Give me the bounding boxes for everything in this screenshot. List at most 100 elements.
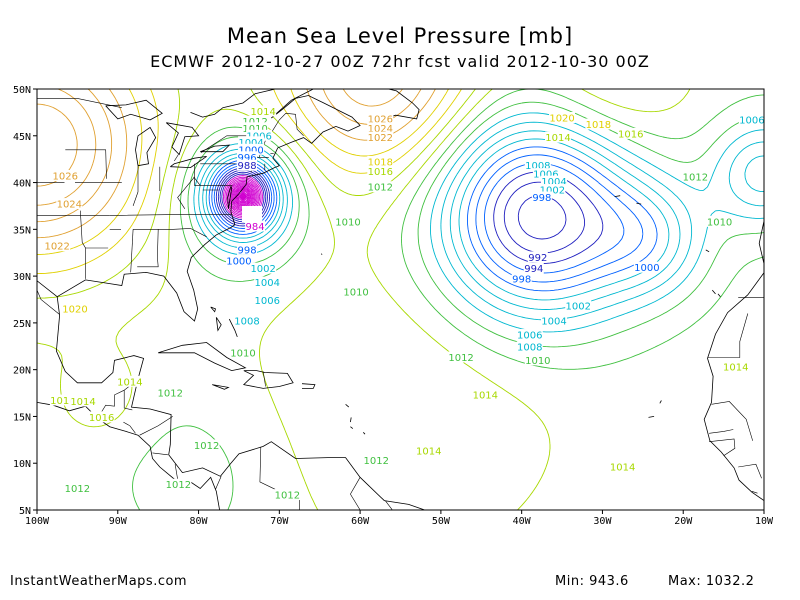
contour-label: 1014 [416, 447, 441, 458]
political-border [177, 176, 195, 209]
min-label: Min: [555, 574, 585, 589]
x-tick-label: 10W [755, 516, 774, 527]
contour-label: 1014 [473, 390, 498, 401]
contour-label: 1004 [541, 177, 566, 188]
contour-label-bg [524, 354, 551, 366]
contour-label-bg [88, 411, 115, 423]
y-tick-label: 25N [13, 319, 31, 330]
contour-label: 1012 [275, 491, 300, 502]
coastline [215, 317, 222, 332]
contour-label: 1006 [739, 115, 764, 126]
political-border [109, 214, 232, 216]
contour-label-bg [549, 112, 576, 124]
contour-label-bg [64, 482, 91, 494]
contour-label-bg [237, 243, 258, 255]
map-subtitle: ECMWF 2012-10-27 00Z 72hr fcst valid 201… [150, 52, 650, 71]
contour-label: 1012 [158, 389, 183, 400]
coastline [350, 417, 352, 423]
max-pressure: Max: 1032.2 [668, 574, 755, 589]
x-tick-label: 20W [674, 516, 693, 527]
site-credit[interactable]: InstantWeatherMaps.com [10, 574, 188, 589]
coastline [345, 403, 350, 408]
political-border [262, 371, 266, 387]
coastline [212, 384, 230, 390]
coastline [703, 220, 764, 501]
contour-label-bg [193, 439, 220, 451]
y-tick-label: 35N [13, 225, 31, 236]
contour-label-bg [585, 118, 612, 130]
coastline [190, 89, 276, 118]
contour-label-bg [56, 198, 83, 210]
political-border [37, 289, 60, 315]
contour-label-bg [472, 388, 499, 400]
contour-label: 1006 [517, 331, 542, 342]
coastline [165, 122, 200, 156]
contour-label: 1020 [549, 114, 574, 125]
isobar-952 [240, 193, 246, 200]
isobar-954 [239, 192, 247, 201]
coastline [659, 400, 662, 404]
contour-label: 1022 [368, 133, 393, 144]
contour-label-bg [540, 315, 567, 327]
contour-label-bg [237, 159, 258, 171]
isobar-1014 [37, 89, 691, 510]
contour-label-bg [49, 394, 76, 406]
contour-label: 1014 [250, 107, 275, 118]
contour-label: 1012 [448, 353, 473, 364]
coastline [705, 249, 710, 253]
political-border [738, 463, 762, 479]
contour-label-bg [165, 478, 192, 490]
x-tick-label: 40W [513, 516, 532, 527]
political-border [132, 165, 139, 206]
political-border [350, 477, 361, 510]
coastlines [37, 89, 764, 510]
contour-label-bg [245, 220, 266, 232]
contour-label: 1000 [634, 263, 659, 274]
coastline [648, 416, 655, 418]
contour-label-bg [70, 395, 97, 407]
contour-label: 1016 [50, 396, 75, 407]
contour-label: 1002 [250, 264, 275, 275]
political-border [709, 429, 734, 434]
contour-label-bg [274, 489, 301, 501]
contour-label: 1014 [610, 462, 635, 473]
contour-label: 1024 [368, 124, 393, 135]
contour-label-bg [527, 251, 548, 263]
contour-label-bg [531, 191, 552, 203]
political-border [123, 390, 133, 411]
contour-label: 1008 [525, 161, 550, 172]
contour-label: 994 [524, 264, 543, 275]
political-border [215, 476, 222, 490]
contour-label: 1026 [368, 114, 393, 125]
contour-label: 1012 [166, 480, 191, 491]
coastline [380, 89, 420, 121]
contour-label-bg [511, 272, 532, 284]
isobar-958 [237, 191, 249, 203]
contour-label: 984 [246, 222, 265, 233]
contour-label-bg [254, 276, 281, 288]
contour-label: 1026 [53, 172, 78, 183]
political-border [193, 176, 201, 186]
map-title: Mean Sea Level Pressure [mb] [226, 24, 574, 48]
contour-label: 998 [512, 274, 531, 285]
isobar-1022 [37, 89, 436, 239]
political-border [707, 313, 749, 358]
contour-label-bg [334, 215, 361, 227]
political-border [130, 229, 134, 273]
isobar-950 [240, 194, 246, 200]
coastline [56, 89, 361, 322]
isobar-1008 [193, 112, 764, 333]
contour-label: 1018 [586, 120, 611, 131]
contour-label: 998 [532, 193, 551, 204]
contour-label: 1012 [194, 441, 219, 452]
contour-label-bg [61, 302, 88, 314]
contour-label-bg [363, 454, 390, 466]
coastline [363, 432, 366, 435]
contour-label: 1010 [230, 348, 255, 359]
x-tick-label: 70W [270, 516, 289, 527]
x-tick-label: 30W [593, 516, 612, 527]
contour-label: 1018 [368, 157, 393, 168]
contour-label: 1014 [117, 377, 142, 388]
x-tick-label: 90W [109, 516, 128, 527]
coastline [636, 202, 642, 205]
